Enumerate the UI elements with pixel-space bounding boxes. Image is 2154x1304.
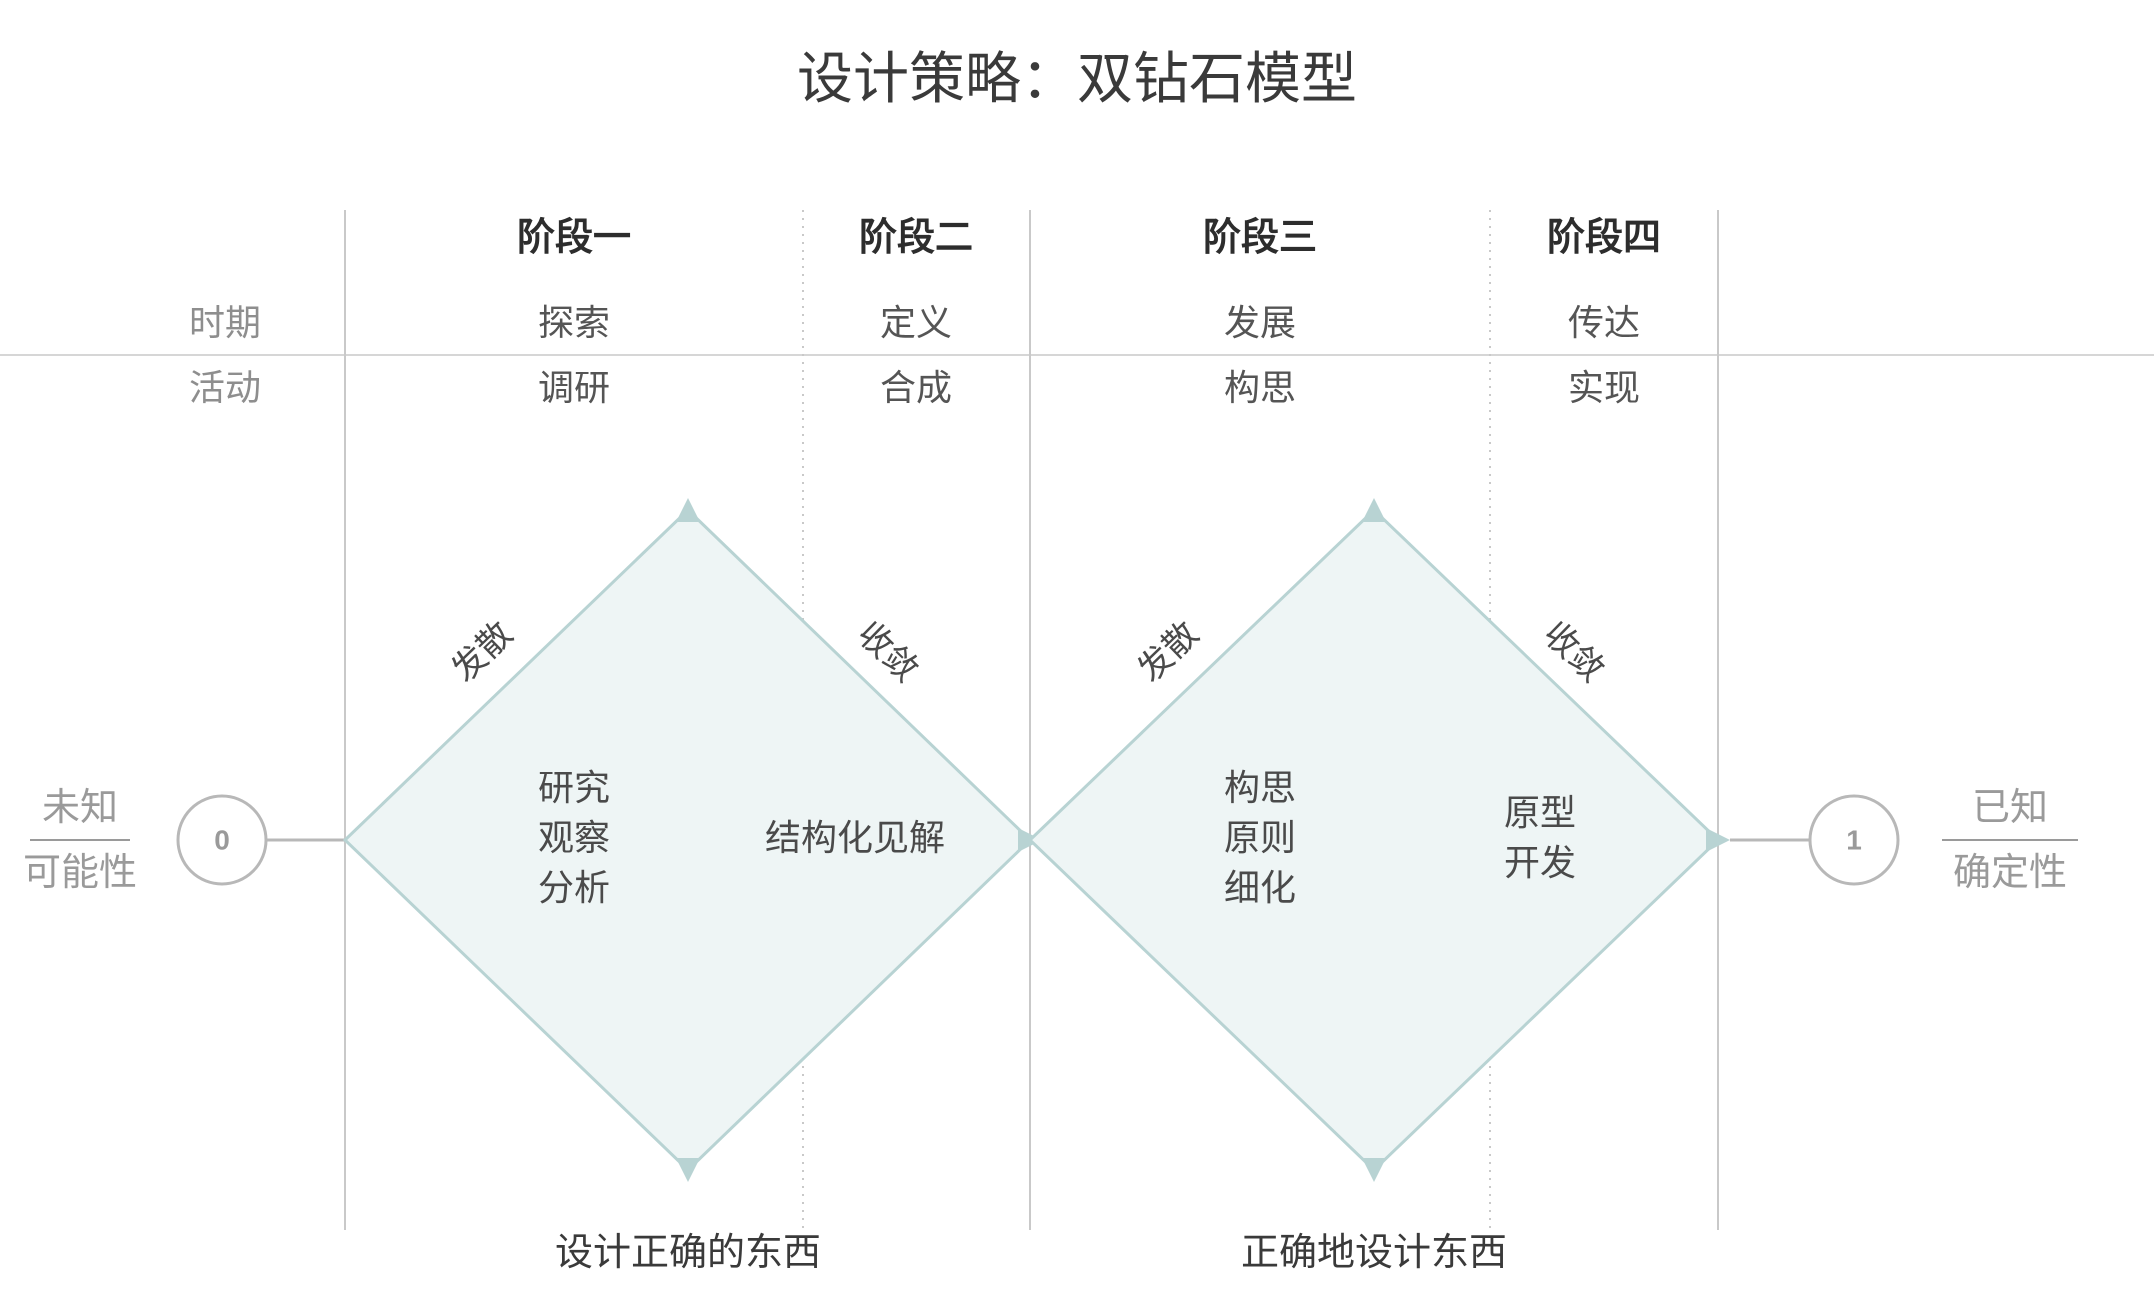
- d2-right-2: 开发: [1504, 842, 1576, 883]
- d1-left-3: 分析: [538, 867, 610, 908]
- diamond-1-top-arrow: [676, 498, 700, 522]
- row-activity-label: 活动: [189, 367, 261, 408]
- double-diamond-diagram: 时期 活动 阶段一 阶段二 阶段三 阶段四 探索 定义 发展 传达 调研 合成 …: [0, 0, 2154, 1304]
- diamond-2-bottom-arrow: [1362, 1158, 1386, 1182]
- node-1-bottom: 确定性: [1953, 852, 2067, 894]
- diamond-1-bottom-arrow: [676, 1158, 700, 1182]
- stage-2-activity: 合成: [880, 367, 952, 408]
- stage-2-period: 定义: [880, 302, 952, 343]
- stage-3-period: 发展: [1224, 302, 1296, 343]
- node-1-top: 已知: [1972, 787, 2048, 829]
- node-0-top: 未知: [42, 787, 118, 829]
- d2-left-3: 细化: [1224, 867, 1296, 908]
- stage-1-name: 阶段一: [517, 217, 631, 259]
- d1-left-2: 观察: [538, 817, 610, 858]
- d1-left-1: 研究: [538, 767, 610, 808]
- stage-4-period: 传达: [1568, 302, 1640, 343]
- stage-4-activity: 实现: [1568, 367, 1640, 408]
- stage-1-activity: 调研: [538, 367, 610, 408]
- node-1-num: 1: [1846, 825, 1862, 856]
- stage-3-activity: 构思: [1224, 367, 1296, 408]
- stage-1-period: 探索: [538, 302, 610, 343]
- d2-left-2: 原则: [1224, 817, 1296, 858]
- d2-bottom: 正确地设计东西: [1241, 1232, 1507, 1274]
- diamond-2: [1030, 510, 1718, 1170]
- stage-4-name: 阶段四: [1547, 217, 1661, 259]
- stage-2-name: 阶段二: [859, 217, 973, 259]
- d2-diverge: 发散: [1131, 615, 1206, 690]
- stage-3-name: 阶段三: [1203, 217, 1317, 259]
- d1-diverge: 发散: [445, 615, 520, 690]
- node-0-bottom: 可能性: [23, 852, 137, 894]
- d2-right-1: 原型: [1504, 792, 1576, 833]
- row-period-label: 时期: [189, 302, 261, 343]
- d1-bottom: 设计正确的东西: [555, 1232, 821, 1274]
- d1-right-1: 结构化见解: [765, 817, 945, 858]
- diamond-2-top-arrow: [1362, 498, 1386, 522]
- node-0-num: 0: [214, 825, 230, 856]
- d2-left-1: 构思: [1224, 767, 1296, 808]
